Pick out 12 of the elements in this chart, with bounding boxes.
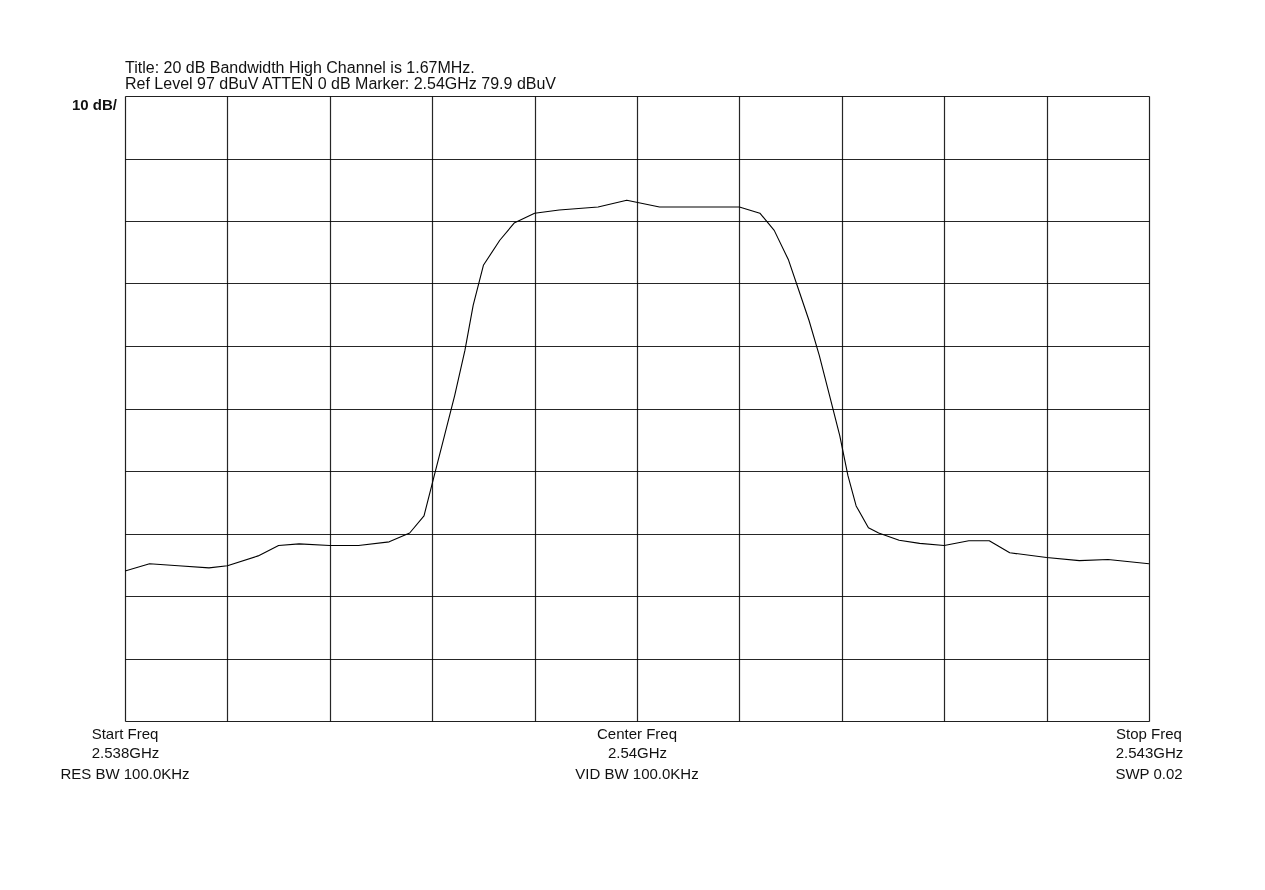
text: Center Freq <box>596 725 678 742</box>
x-tick-label: 2.538GHz <box>91 743 160 761</box>
text: VID BW 100.0KHz <box>575 765 699 782</box>
text: 10 dB/ <box>71 96 118 113</box>
text: RES BW 100.0KHz <box>60 765 190 782</box>
text: Stop Freq <box>1116 725 1182 742</box>
x-tick-label: 2.54GHz <box>607 743 668 761</box>
chart-title: Title: 20 dB Bandwidth High Channel is 1.67MHz. <box>125 59 475 76</box>
chart-subtitle: Ref Level 97 dBuV ATTEN 0 dB Marker: 2.54GHz 79.9 dBuV <box>125 75 557 92</box>
x-tick-label: 2.543GHz <box>1115 743 1184 761</box>
text: Start Freq <box>91 725 159 742</box>
text: SWP 0.02 <box>1115 765 1183 782</box>
